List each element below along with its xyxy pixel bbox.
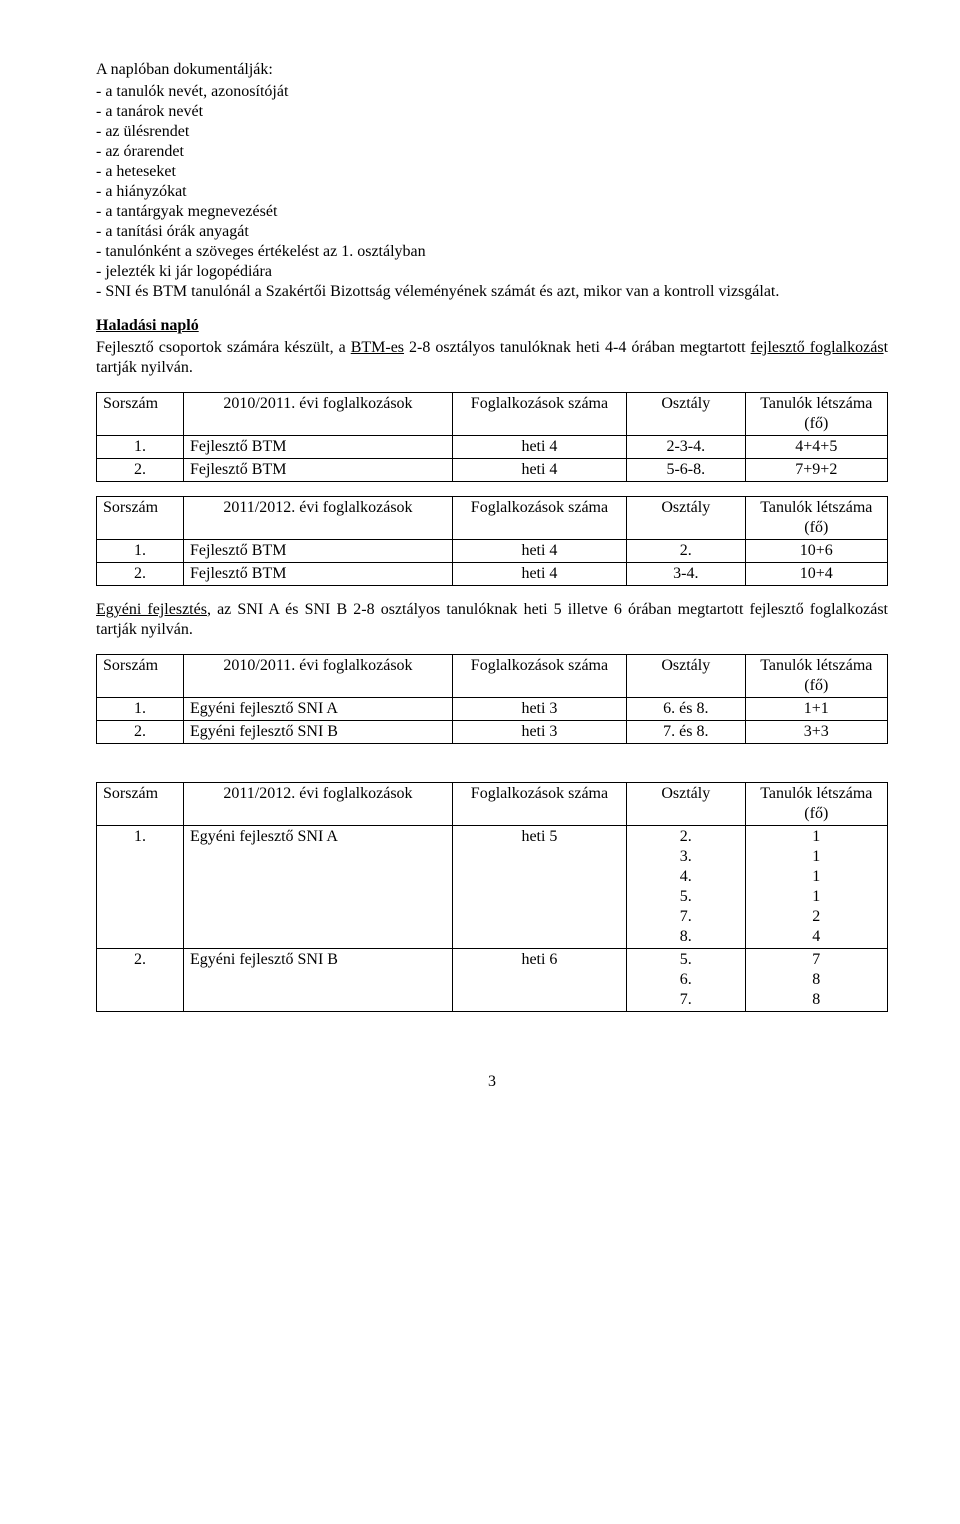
table-row: 1. Fejlesztő BTM heti 4 2. 10+6 — [97, 540, 888, 563]
haladasi-title: Haladási napló — [96, 316, 888, 336]
cell: 1. — [97, 698, 184, 721]
page-number: 3 — [96, 1072, 888, 1092]
cell: Egyéni fejlesztő SNI A — [184, 698, 453, 721]
th-osztaly: Osztály — [626, 783, 745, 826]
cell: Egyéni fejlesztő SNI B — [184, 949, 453, 1012]
cell: Fejlesztő BTM — [184, 459, 453, 482]
th-sorszam: Sorszám — [97, 655, 184, 698]
haladasi-body: Fejlesztő csoportok számára készült, a B… — [96, 338, 888, 378]
th-sorszam: Sorszám — [97, 497, 184, 540]
bullet: - a tanulók nevét, azonosítóját — [96, 82, 888, 102]
th-tanulok: Tanulók létszáma (fő) — [745, 783, 887, 826]
bullet: - SNI és BTM tanulónál a Szakértői Bizot… — [96, 282, 888, 302]
cell: 7. és 8. — [626, 721, 745, 744]
th-osztaly: Osztály — [626, 497, 745, 540]
table-2: Sorszám 2011/2012. évi foglalkozások Fog… — [96, 496, 888, 586]
bullet: - a tanítási órák anyagát — [96, 222, 888, 242]
bullet: - a tantárgyak megnevezését — [96, 202, 888, 222]
cell: heti 6 — [452, 949, 626, 1012]
cell: 4+4+5 — [745, 436, 887, 459]
cell: 3-4. — [626, 563, 745, 586]
th-year: 2011/2012. évi foglalkozások — [184, 783, 453, 826]
table-row: 2. Egyéni fejlesztő SNI B heti 6 5. 6. 7… — [97, 949, 888, 1012]
cell: 2. 3. 4. 5. 7. 8. — [626, 826, 745, 949]
table-row: 1. Fejlesztő BTM heti 4 2-3-4. 4+4+5 — [97, 436, 888, 459]
cell: 2. — [97, 949, 184, 1012]
bullet: - a tanárok nevét — [96, 102, 888, 122]
cell: 1. — [97, 826, 184, 949]
cell: 5. 6. 7. — [626, 949, 745, 1012]
cell: 3+3 — [745, 721, 887, 744]
cell: 2. — [97, 721, 184, 744]
table-row: 2. Fejlesztő BTM heti 4 3-4. 10+4 — [97, 563, 888, 586]
th-fogszama: Foglalkozások száma — [452, 497, 626, 540]
cell: heti 5 — [452, 826, 626, 949]
cell: 1 1 1 1 2 4 — [745, 826, 887, 949]
table-4: Sorszám 2011/2012. évi foglalkozások Fog… — [96, 782, 888, 1012]
intro-lead: A naplóban dokumentálják: — [96, 60, 888, 80]
table-row: 2. Egyéni fejlesztő SNI B heti 3 7. és 8… — [97, 721, 888, 744]
cell: Egyéni fejlesztő SNI B — [184, 721, 453, 744]
th-fogszama: Foglalkozások száma — [452, 655, 626, 698]
cell: 2. — [97, 459, 184, 482]
cell: 1. — [97, 436, 184, 459]
th-tanulok: Tanulók létszáma (fő) — [745, 655, 887, 698]
cell: heti 4 — [452, 459, 626, 482]
table-header-row: Sorszám 2011/2012. évi foglalkozások Fog… — [97, 497, 888, 540]
bullet: - az órarendet — [96, 142, 888, 162]
cell: 5-6-8. — [626, 459, 745, 482]
cell: Fejlesztő BTM — [184, 563, 453, 586]
cell: 10+4 — [745, 563, 887, 586]
egyeni-lead: Egyéni fejlesztés, az SNI A és SNI B 2-8… — [96, 600, 888, 640]
table-row: 1. Egyéni fejlesztő SNI A heti 5 2. 3. 4… — [97, 826, 888, 949]
th-tanulok: Tanulók létszáma (fő) — [745, 497, 887, 540]
cell: heti 3 — [452, 698, 626, 721]
cell: 7+9+2 — [745, 459, 887, 482]
th-year: 2010/2011. évi foglalkozások — [184, 393, 453, 436]
bullet: - a hiányzókat — [96, 182, 888, 202]
cell: heti 4 — [452, 563, 626, 586]
cell: 2. — [97, 563, 184, 586]
cell: Fejlesztő BTM — [184, 436, 453, 459]
th-osztaly: Osztály — [626, 655, 745, 698]
cell: 7 8 8 — [745, 949, 887, 1012]
cell: 2. — [626, 540, 745, 563]
table-header-row: Sorszám 2010/2011. évi foglalkozások Fog… — [97, 393, 888, 436]
th-osztaly: Osztály — [626, 393, 745, 436]
cell: heti 4 — [452, 436, 626, 459]
cell: heti 3 — [452, 721, 626, 744]
cell: Fejlesztő BTM — [184, 540, 453, 563]
table-1: Sorszám 2010/2011. évi foglalkozások Fog… — [96, 392, 888, 482]
th-fogszama: Foglalkozások száma — [452, 393, 626, 436]
cell: 2-3-4. — [626, 436, 745, 459]
table-row: 1. Egyéni fejlesztő SNI A heti 3 6. és 8… — [97, 698, 888, 721]
th-year: 2011/2012. évi foglalkozások — [184, 497, 453, 540]
cell: 1+1 — [745, 698, 887, 721]
cell: 6. és 8. — [626, 698, 745, 721]
bullet: - az ülésrendet — [96, 122, 888, 142]
table-row: 2. Fejlesztő BTM heti 4 5-6-8. 7+9+2 — [97, 459, 888, 482]
table-header-row: Sorszám 2011/2012. évi foglalkozások Fog… — [97, 783, 888, 826]
intro-bullets: - a tanulók nevét, azonosítóját - a taná… — [96, 82, 888, 302]
th-sorszam: Sorszám — [97, 393, 184, 436]
table-3: Sorszám 2010/2011. évi foglalkozások Fog… — [96, 654, 888, 744]
cell: Egyéni fejlesztő SNI A — [184, 826, 453, 949]
cell: 1. — [97, 540, 184, 563]
cell: heti 4 — [452, 540, 626, 563]
th-sorszam: Sorszám — [97, 783, 184, 826]
cell: 10+6 — [745, 540, 887, 563]
th-tanulok: Tanulók létszáma (fő) — [745, 393, 887, 436]
th-fogszama: Foglalkozások száma — [452, 783, 626, 826]
bullet: - jelezték ki jár logopédiára — [96, 262, 888, 282]
bullet: - a heteseket — [96, 162, 888, 182]
table-header-row: Sorszám 2010/2011. évi foglalkozások Fog… — [97, 655, 888, 698]
bullet: - tanulónként a szöveges értékelést az 1… — [96, 242, 888, 262]
th-year: 2010/2011. évi foglalkozások — [184, 655, 453, 698]
